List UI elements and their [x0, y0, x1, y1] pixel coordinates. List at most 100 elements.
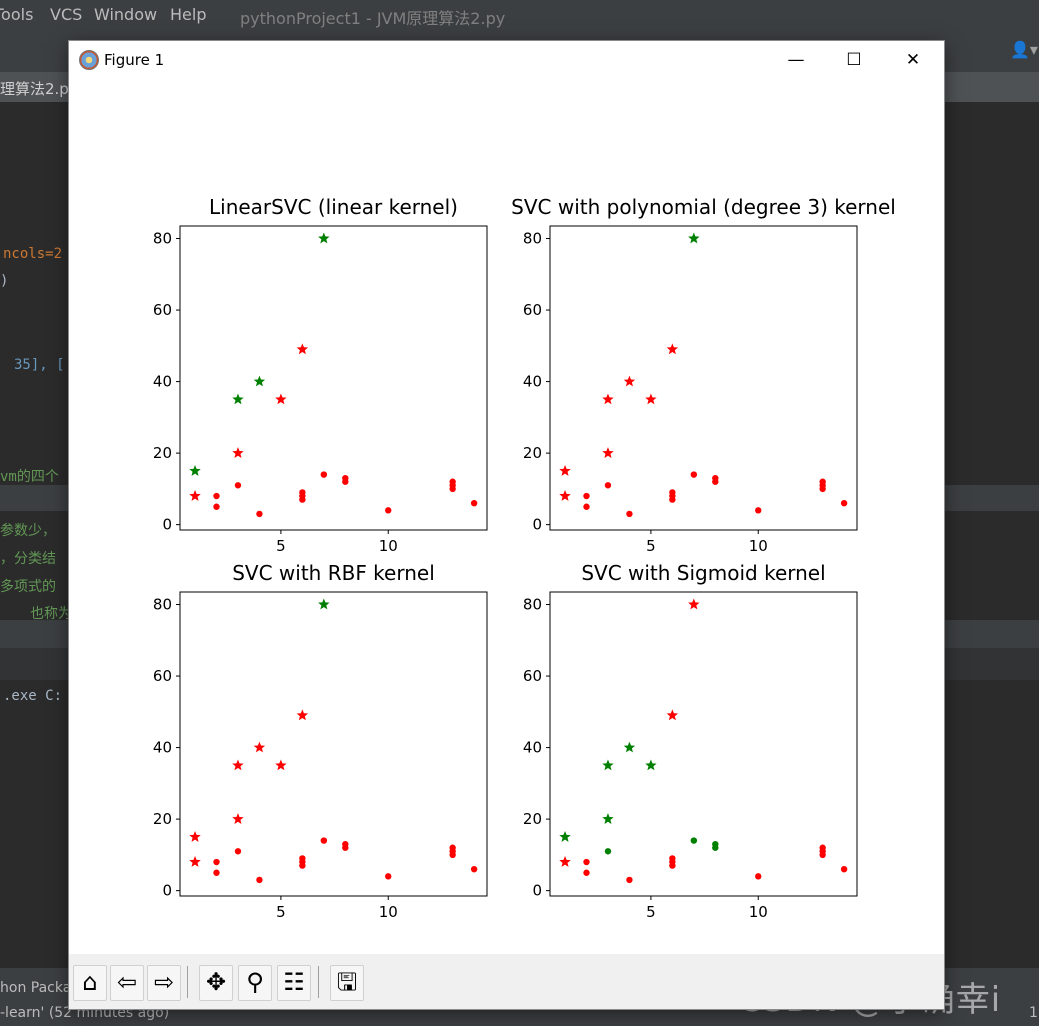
star-marker	[602, 447, 614, 458]
dot-marker	[840, 865, 848, 873]
toolbar-separator	[318, 966, 319, 998]
star-marker	[602, 813, 614, 824]
user-icon[interactable]: 👤▾	[1010, 40, 1038, 59]
x-tick-label: 10	[749, 903, 768, 921]
y-tick-label: 40	[153, 739, 172, 757]
x-tick-label: 5	[276, 903, 286, 921]
dot-marker	[385, 507, 392, 514]
dot-marker	[755, 507, 762, 514]
matplotlib-logo-icon	[79, 50, 99, 70]
status-tool-window[interactable]: hon Packag	[0, 980, 81, 996]
pan-icon[interactable]: ✥	[199, 965, 233, 1001]
star-marker	[559, 464, 571, 476]
forward-icon[interactable]: ⇨	[147, 965, 181, 1001]
dot-marker	[669, 862, 676, 869]
dot-marker	[755, 873, 762, 880]
dot-marker	[320, 837, 328, 844]
dot-marker	[213, 869, 220, 876]
y-tick-label: 80	[523, 230, 542, 248]
configure-subplots-icon[interactable]: ☷	[277, 965, 311, 1001]
y-tick-label: 40	[153, 373, 172, 391]
dot-marker	[626, 876, 633, 884]
y-tick-label: 0	[162, 882, 172, 900]
star-marker	[296, 709, 309, 721]
axes-frame	[549, 225, 858, 531]
code-line: 35], [	[14, 357, 65, 373]
figure-canvas[interactable]: LinearSVC (linear kernel) 5 10 0 20 40 60 80 SVC…	[69, 79, 944, 956]
x-tick-label: 10	[379, 903, 398, 921]
menu-help[interactable]: Help	[170, 5, 207, 24]
star-marker	[189, 464, 201, 476]
dot-marker	[583, 858, 590, 866]
dot-marker	[712, 478, 719, 485]
dot-marker	[342, 844, 349, 851]
subplot-title: SVC with Sigmoid kernel	[581, 561, 825, 585]
editor-tab[interactable]: 理算法2.py	[0, 80, 78, 98]
ide-menubar: Tools VCS Window Help pythonProject1 - J…	[0, 0, 1039, 30]
axes-frame	[179, 591, 488, 897]
dot-marker	[626, 510, 633, 518]
dot-marker	[604, 848, 612, 855]
menu-vcs[interactable]: VCS	[50, 5, 83, 24]
x-tick-label: 5	[646, 903, 656, 921]
dot-marker	[449, 851, 456, 859]
subplots-svg: LinearSVC (linear kernel) 5 10 0 20 40 60 80 SVC…	[153, 195, 896, 921]
star-marker	[666, 709, 679, 721]
dot-marker	[213, 858, 220, 866]
y-tick-label: 80	[153, 230, 172, 248]
figure-window: Figure 1 — ☐ ✕ LinearSVC (linear kernel)…	[69, 41, 944, 1009]
dot-marker	[470, 499, 478, 507]
star-marker	[645, 393, 657, 405]
console-line: .exe C:	[3, 688, 63, 704]
dot-marker	[604, 482, 612, 489]
y-tick-label: 20	[523, 444, 542, 462]
dot-marker	[256, 510, 263, 518]
star-marker	[559, 490, 571, 501]
dot-marker	[690, 471, 698, 478]
y-tick-label: 80	[523, 596, 542, 614]
y-tick-label: 60	[153, 301, 172, 319]
x-tick-label: 10	[379, 537, 398, 555]
star-marker	[559, 856, 571, 867]
y-tick-label: 20	[153, 810, 172, 828]
y-tick-label: 20	[153, 444, 172, 462]
dot-marker	[819, 851, 826, 859]
y-tick-label: 40	[523, 739, 542, 757]
y-tick-label: 0	[162, 516, 172, 534]
minimize-button[interactable]: —	[787, 50, 805, 70]
star-marker	[623, 741, 636, 753]
axes-frame	[179, 225, 488, 531]
menu-tools[interactable]: Tools	[0, 5, 34, 24]
star-marker	[275, 759, 287, 771]
y-tick-label: 60	[523, 667, 542, 685]
comment-line: ，分类结	[0, 551, 56, 567]
comment-line: 也称为S	[30, 606, 81, 622]
y-tick-label: 80	[153, 596, 172, 614]
dot-marker	[840, 499, 848, 507]
dot-marker	[213, 492, 220, 500]
star-marker	[232, 447, 244, 458]
dot-marker	[583, 869, 590, 876]
dot-marker	[819, 485, 826, 493]
maximize-button[interactable]: ☐	[846, 50, 862, 70]
save-icon[interactable]: 🖫	[330, 965, 364, 1001]
dot-marker	[583, 492, 590, 500]
dot-marker	[470, 865, 478, 873]
dot-marker	[690, 837, 698, 844]
dot-marker	[299, 496, 306, 503]
code-line: vm的四个	[0, 469, 59, 485]
dot-marker	[320, 471, 328, 478]
zoom-icon[interactable]: ⚲	[238, 965, 272, 1001]
home-icon[interactable]: ⌂	[73, 965, 107, 1001]
menu-window[interactable]: Window	[94, 5, 158, 24]
toolbar-separator	[187, 966, 188, 998]
star-marker	[318, 232, 330, 244]
back-icon[interactable]: ⇦	[110, 965, 144, 1001]
star-marker	[688, 598, 700, 610]
y-tick-label: 40	[523, 373, 542, 391]
star-marker	[318, 598, 330, 610]
close-button[interactable]: ✕	[905, 50, 921, 70]
code-line: )	[0, 273, 9, 289]
figure-titlebar[interactable]: Figure 1 — ☐ ✕	[69, 41, 944, 80]
star-marker	[189, 856, 201, 867]
